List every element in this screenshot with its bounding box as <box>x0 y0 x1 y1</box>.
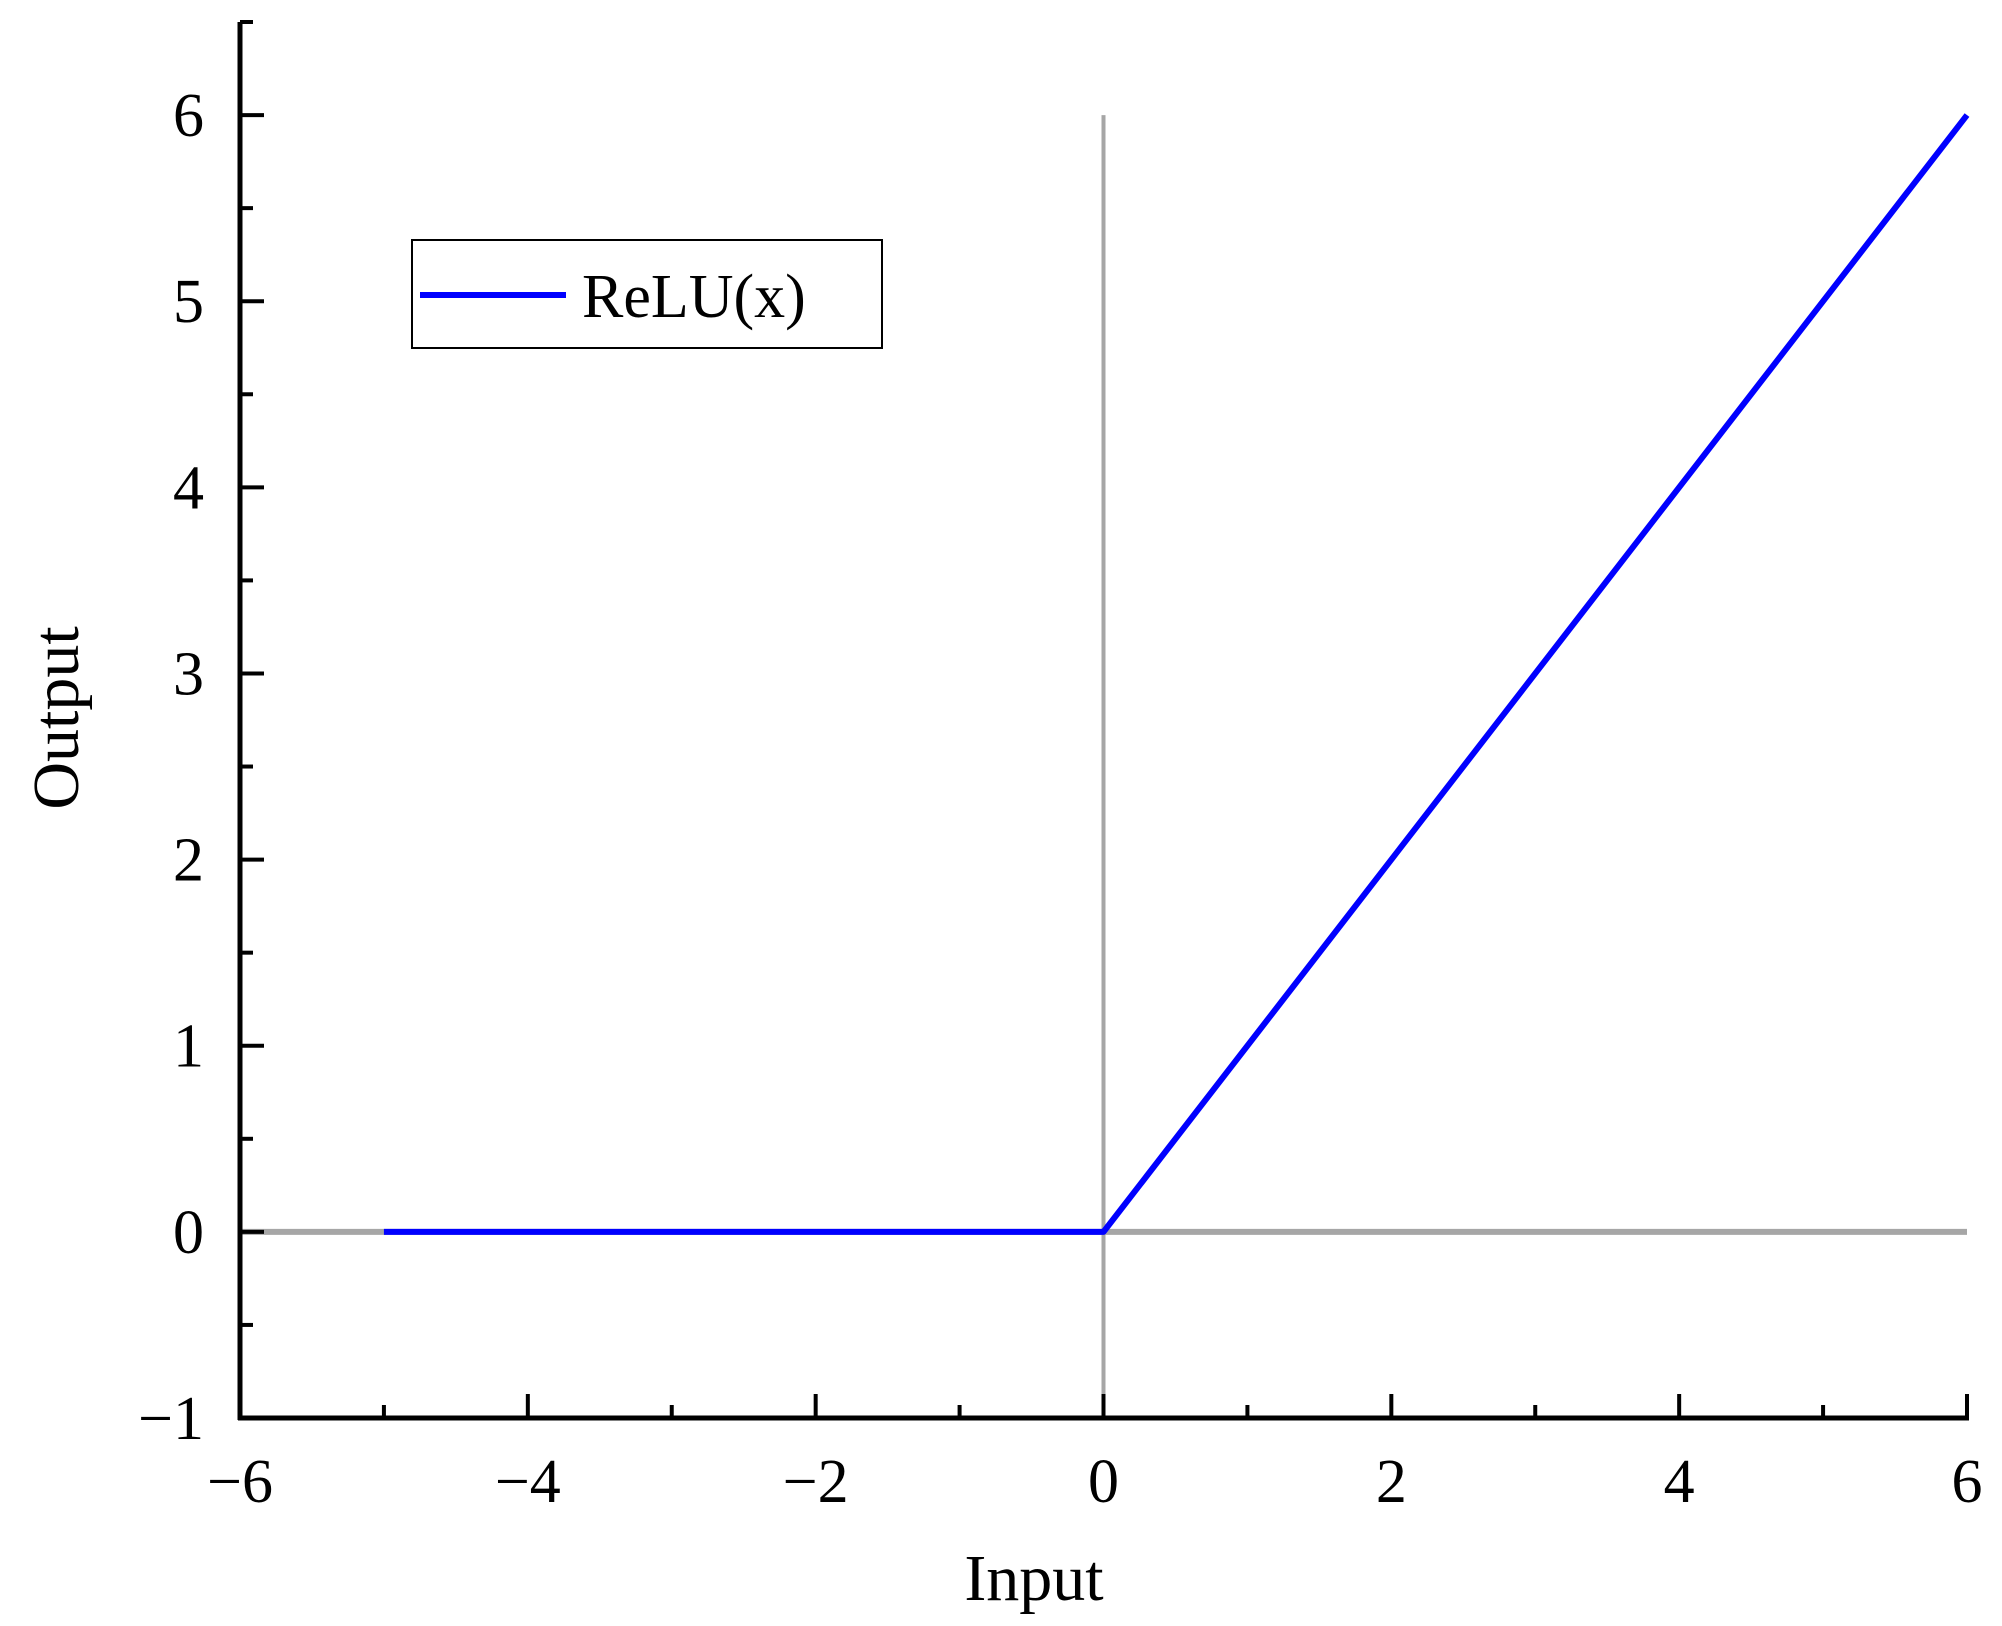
y-tick-label: 4 <box>173 454 204 522</box>
x-tick-label: 6 <box>1952 1448 1983 1516</box>
y-tick-label: 5 <box>173 268 204 336</box>
series-layer <box>383 113 1970 1235</box>
x-axis-title: Input <box>964 1542 1103 1615</box>
y-axis-title: Output <box>20 626 93 809</box>
y-tick-label: 0 <box>173 1199 204 1267</box>
y-tick-label: 1 <box>173 1013 204 1081</box>
legend-label: ReLU(x) <box>582 263 806 331</box>
x-tick-label: 0 <box>1088 1448 1119 1516</box>
y-tick-label: 2 <box>173 827 204 895</box>
x-tick-label: −6 <box>207 1448 273 1516</box>
x-ticks: −6 −4 −2 0 2 4 6 <box>207 1394 1983 1516</box>
series-line-relu <box>383 113 1970 1235</box>
y-tick-label: 6 <box>173 82 204 150</box>
x-tick-label: 4 <box>1664 1448 1695 1516</box>
x-tick-label: −4 <box>495 1448 561 1516</box>
x-tick-label: −2 <box>783 1448 849 1516</box>
legend: ReLU(x) <box>411 239 883 349</box>
y-tick-label: 3 <box>173 640 204 708</box>
y-ticks: −1 0 1 2 3 4 5 6 <box>138 20 264 1453</box>
y-tick-label: −1 <box>138 1385 204 1453</box>
x-tick-label: 2 <box>1376 1448 1407 1516</box>
